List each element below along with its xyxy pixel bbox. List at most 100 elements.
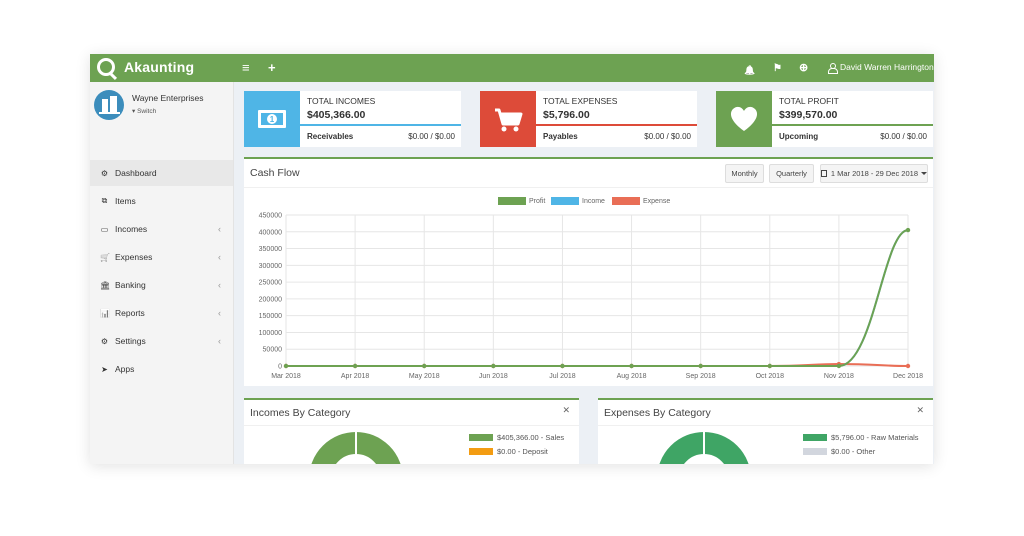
chevron-left-icon: ‹: [218, 308, 221, 318]
stat-progress-bar: [772, 124, 933, 126]
sidebar-item-incomes[interactable]: ▭ Incomes ‹: [90, 216, 233, 242]
close-icon[interactable]: ✕: [916, 405, 924, 415]
x-tick-label: Sep 2018: [686, 373, 716, 380]
sidebar-item-label: Apps: [115, 364, 135, 374]
hamburger-menu-icon[interactable]: ≡: [242, 60, 250, 75]
sidebar-item-expenses[interactable]: 🛒 Expenses ‹: [90, 244, 233, 270]
chevron-left-icon: ‹: [218, 336, 221, 346]
incomes-donut-chart: [306, 429, 406, 464]
expenses-by-category-panel: Expenses By Category ✕ $5,796.00 - Raw M…: [598, 398, 933, 464]
sidebar-item-label: Banking: [115, 280, 146, 290]
data-point-profit: [905, 227, 911, 233]
money-bill-icon: 1: [244, 91, 300, 147]
x-tick-label: Apr 2018: [341, 373, 370, 380]
switch-company-link[interactable]: ▾ Switch: [132, 108, 157, 115]
y-tick-label: 200000: [259, 296, 282, 303]
akaunting-logo-icon: [97, 58, 115, 76]
y-tick-label: 100000: [259, 330, 282, 337]
chevron-left-icon: ‹: [218, 252, 221, 262]
legend-label: Expense: [643, 197, 671, 205]
close-icon[interactable]: ✕: [562, 405, 570, 415]
legend-label: Profit: [529, 197, 546, 205]
stat-footer-value: $0.00 / $0.00: [408, 132, 455, 141]
y-tick-label: 400000: [259, 229, 282, 236]
shopping-cart-icon: 🛒: [100, 252, 110, 262]
sidebar-item-dashboard[interactable]: ⚙ Dashboard: [90, 160, 233, 186]
sidebar-item-apps[interactable]: ➤ Apps: [90, 356, 233, 382]
sidebar-item-banking[interactable]: 🏛 Banking ‹: [90, 272, 233, 298]
calendar-icon: [821, 170, 827, 177]
legend-swatch: [803, 434, 827, 441]
cash-flow-title: Cash Flow: [250, 167, 300, 179]
expenses-donut-chart: [654, 429, 754, 464]
stat-footer-value: $0.00 / $0.00: [644, 132, 691, 141]
sidebar-item-reports[interactable]: 📊 Reports ‹: [90, 300, 233, 326]
legend-income[interactable]: Income: [551, 197, 605, 205]
legend-label: $5,796.00 - Raw Materials: [831, 433, 919, 442]
x-tick-label: Jul 2018: [549, 373, 576, 380]
stat-footer-value: $0.00 / $0.00: [880, 132, 927, 141]
user-icon: [828, 62, 838, 74]
life-ring-icon[interactable]: ⊕: [799, 62, 809, 74]
sidebar-item-settings[interactable]: ⚙ Settings ‹: [90, 328, 233, 354]
expenses-by-category-title: Expenses By Category: [604, 407, 711, 419]
legend-swatch: [469, 434, 493, 441]
data-point-profit: [352, 363, 358, 369]
legend-item: $5,796.00 - Raw Materials: [803, 433, 919, 442]
y-tick-label: 450000: [259, 213, 282, 220]
gears-icon: ⚙: [100, 336, 109, 346]
legend-swatch: [469, 448, 493, 455]
caret-down-icon: [921, 172, 927, 175]
rocket-icon: ➤: [101, 364, 108, 374]
sidebar-item-label: Incomes: [115, 224, 148, 234]
legend-item: $0.00 - Other: [803, 447, 875, 456]
legend-expense[interactable]: Expense: [612, 197, 670, 205]
stat-progress-bar: [536, 124, 697, 126]
sidebar-item-label: Settings: [115, 336, 146, 346]
data-point-expense: [905, 363, 911, 369]
legend-label: $0.00 - Other: [831, 447, 876, 456]
stat-footer-label: Payables: [543, 132, 578, 141]
sidebar-item-items[interactable]: ⧉ Items: [90, 188, 233, 214]
y-tick-label: 300000: [259, 263, 282, 270]
data-point-profit: [836, 363, 842, 369]
cash-flow-chart: 450000 400000 350000 300000 250000 200000 1500…: [259, 213, 923, 381]
heart-icon: [716, 91, 772, 147]
shopping-cart-icon: [480, 91, 536, 147]
cash-flow-panel: Cash Flow Monthly Quarterly 1 Mar 2018 -…: [244, 157, 933, 386]
company-avatar: [94, 90, 124, 120]
bar-chart-icon: 📊: [100, 308, 110, 318]
stat-title: TOTAL INCOMES: [307, 96, 376, 106]
bell-icon[interactable]: 🔔: [744, 65, 756, 75]
cubes-icon: ⧉: [101, 196, 108, 205]
data-point-profit: [629, 363, 634, 369]
date-range-picker[interactable]: 1 Mar 2018 - 29 Dec 2018: [820, 164, 928, 183]
quarterly-button[interactable]: Quarterly: [769, 164, 814, 183]
data-point-profit: [767, 363, 772, 369]
company-switcher[interactable]: Wayne Enterprises ▾ Switch: [94, 90, 204, 120]
user-name: David Warren Harrington: [840, 62, 934, 72]
legend-swatch: [551, 197, 579, 205]
university-icon: 🏛: [100, 280, 111, 290]
legend-profit[interactable]: Profit: [498, 197, 545, 205]
monthly-button[interactable]: Monthly: [725, 164, 764, 183]
x-tick-label: Dec 2018: [893, 373, 923, 380]
legend-swatch: [803, 448, 827, 455]
app-window: Akaunting ≡ + 🔔 ⚑ ⊕ David Warren Harring…: [90, 54, 934, 464]
y-tick-label: 150000: [259, 313, 282, 320]
plus-icon[interactable]: +: [268, 60, 276, 75]
flag-icon[interactable]: ⚑: [773, 63, 782, 74]
data-point-profit: [283, 363, 289, 369]
x-tick-label: Nov 2018: [824, 373, 854, 380]
svg-text:1: 1: [270, 115, 275, 124]
date-range-label: 1 Mar 2018 - 29 Dec 2018: [830, 169, 918, 178]
app-name: Akaunting: [124, 59, 195, 75]
legend-label: $0.00 - Deposit: [497, 447, 548, 456]
total-expenses-box: TOTAL EXPENSES $5,796.00 Payables $0.00 …: [480, 91, 697, 147]
app-logo[interactable]: Akaunting: [97, 58, 194, 76]
y-tick-label: 250000: [259, 280, 282, 287]
incomes-by-category-title: Incomes By Category: [250, 407, 351, 419]
user-menu[interactable]: David Warren Harrington: [828, 62, 934, 74]
series-line-income: [285, 229, 909, 367]
x-tick-label: Jun 2018: [479, 373, 508, 380]
